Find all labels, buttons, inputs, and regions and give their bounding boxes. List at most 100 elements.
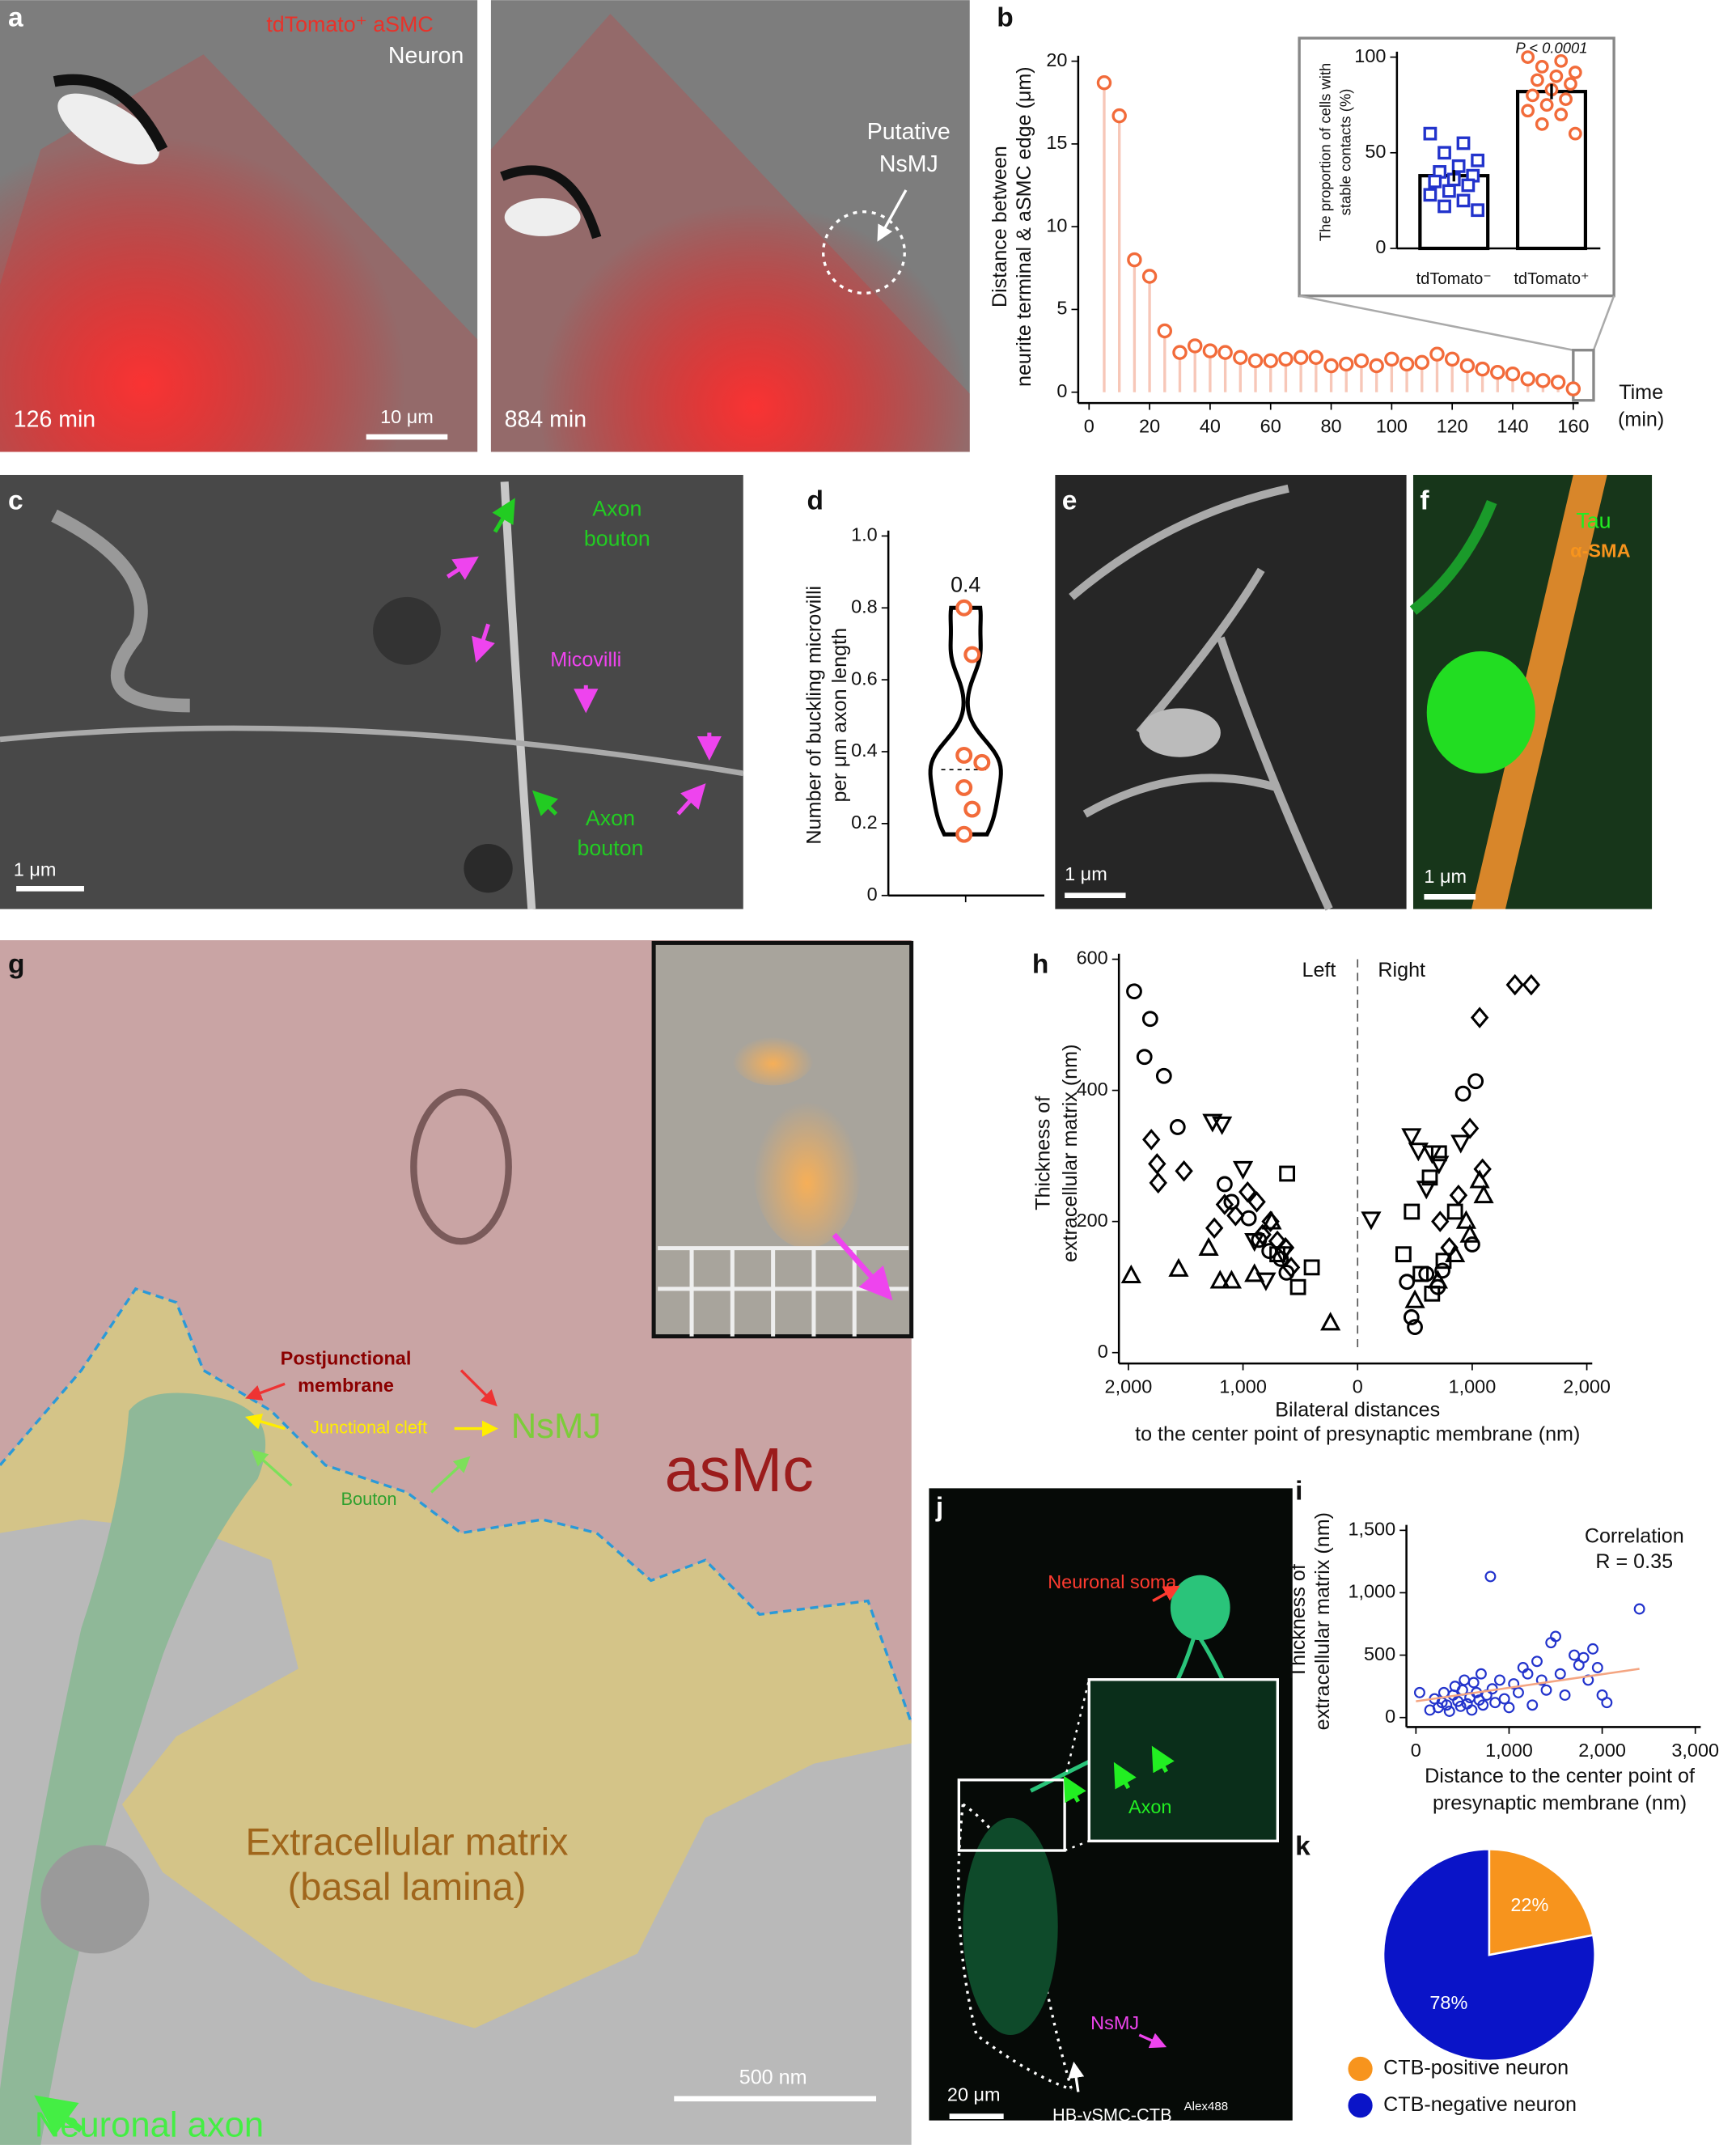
point (1172, 345, 1188, 360)
point (1460, 1117, 1480, 1139)
point (1559, 92, 1573, 106)
point (1540, 1684, 1552, 1696)
x-tick-label: tdTomato⁻ (1416, 270, 1492, 288)
point (1407, 1319, 1423, 1335)
point (1568, 66, 1582, 79)
point (1434, 1262, 1450, 1279)
image-annotation: tdTomato⁺ aSMC (266, 12, 433, 36)
panel-letter: e (1062, 485, 1078, 515)
x-tick-label: 0 (1084, 415, 1095, 436)
y-tick-label: 0.8 (851, 596, 878, 617)
panel-letter: d (807, 485, 824, 515)
point (963, 800, 981, 818)
point (1450, 1134, 1471, 1154)
y-tick-label: 15 (1046, 132, 1067, 153)
y-tick-label: 10 (1046, 214, 1067, 235)
y-axis-label: Distance between (989, 146, 1011, 307)
point (1238, 1181, 1257, 1203)
point (1404, 1289, 1425, 1308)
image-annotation: 1 μm (1424, 866, 1467, 887)
point (1429, 346, 1445, 362)
y-axis-label: per μm axon length (828, 628, 851, 803)
image-annotation: Alex488 (1184, 2100, 1229, 2113)
image-annotation: 1 μm (1065, 863, 1107, 884)
point (1320, 1312, 1341, 1331)
point (1136, 1049, 1153, 1066)
point (1490, 364, 1505, 380)
point (1454, 1700, 1467, 1712)
point (1168, 1257, 1189, 1277)
point (1591, 1662, 1603, 1673)
y-tick-label: 200 (1077, 1210, 1108, 1231)
point (1401, 1128, 1422, 1147)
point (1455, 1210, 1477, 1229)
point (1503, 1702, 1515, 1714)
y-tick-label: 500 (1364, 1643, 1395, 1664)
point (1423, 126, 1437, 141)
point (1148, 1153, 1167, 1175)
y-tick-label: 20 (1046, 49, 1067, 70)
point (1550, 1630, 1561, 1643)
point (1126, 983, 1142, 1000)
annotation: R = 0.35 (1595, 1550, 1673, 1573)
point (1361, 1211, 1382, 1231)
point (1399, 356, 1415, 372)
y-tick-label: 100 (1354, 45, 1386, 66)
point (1522, 1668, 1534, 1680)
y-axis-label: Thickness of (1287, 1563, 1310, 1678)
image-annotation: NsMJ (1090, 2012, 1139, 2033)
x-tick-label: 160 (1557, 415, 1589, 436)
x-tick-label: 2,000 (1563, 1376, 1611, 1397)
y-axis-label: neurite terminal & aSMC edge (μm) (1013, 66, 1035, 387)
panel-letter: c (8, 485, 23, 515)
point (1461, 178, 1476, 193)
image-annotation: Postjunctional (281, 1347, 412, 1368)
point (1454, 1085, 1471, 1102)
y-tick-label: 0 (1385, 1706, 1395, 1727)
point (1175, 1160, 1193, 1182)
images (0, 0, 1653, 2145)
panel-letter: f (1420, 485, 1429, 515)
point (1428, 174, 1442, 189)
image-annotation: α-SMA (1570, 540, 1630, 562)
point (1281, 1257, 1301, 1278)
image-annotation: Tau (1576, 509, 1611, 533)
image-annotation: 884 min (505, 406, 586, 432)
value-label: 78% (1429, 1992, 1467, 2013)
point (955, 746, 973, 764)
point (1587, 1643, 1599, 1655)
point (1477, 1699, 1489, 1711)
point (1568, 126, 1582, 141)
image-annotation: bouton (577, 836, 643, 860)
point (1513, 1686, 1524, 1698)
point (963, 646, 981, 663)
point (1475, 1668, 1487, 1680)
point (1498, 1693, 1510, 1705)
point (1416, 1181, 1437, 1200)
y-tick-label: 400 (1077, 1079, 1108, 1100)
point (1466, 1704, 1478, 1716)
point (1141, 1011, 1158, 1028)
y-tick-label: 1,500 (1348, 1519, 1395, 1540)
point (955, 825, 973, 843)
point (1493, 1674, 1505, 1686)
point (1559, 1689, 1571, 1701)
point (1408, 1142, 1429, 1162)
point (1198, 1236, 1219, 1256)
y-axis-label: extracellular matrix (nm) (1311, 1512, 1334, 1730)
point (1205, 1217, 1224, 1239)
point (1111, 108, 1127, 124)
y-axis-label: stable contacts (%) (1337, 89, 1354, 216)
y-tick-label: 0 (867, 884, 878, 905)
annotation: Right (1378, 959, 1425, 981)
point (973, 753, 991, 771)
point (1473, 1185, 1494, 1204)
point (1209, 1270, 1230, 1289)
point (1247, 353, 1264, 369)
value-label: 22% (1510, 1894, 1548, 1915)
point (1149, 1172, 1167, 1194)
point (1446, 1203, 1463, 1220)
point (1414, 354, 1429, 371)
y-tick-label: 1.0 (851, 524, 878, 545)
y-tick-label: 0 (1056, 380, 1067, 401)
